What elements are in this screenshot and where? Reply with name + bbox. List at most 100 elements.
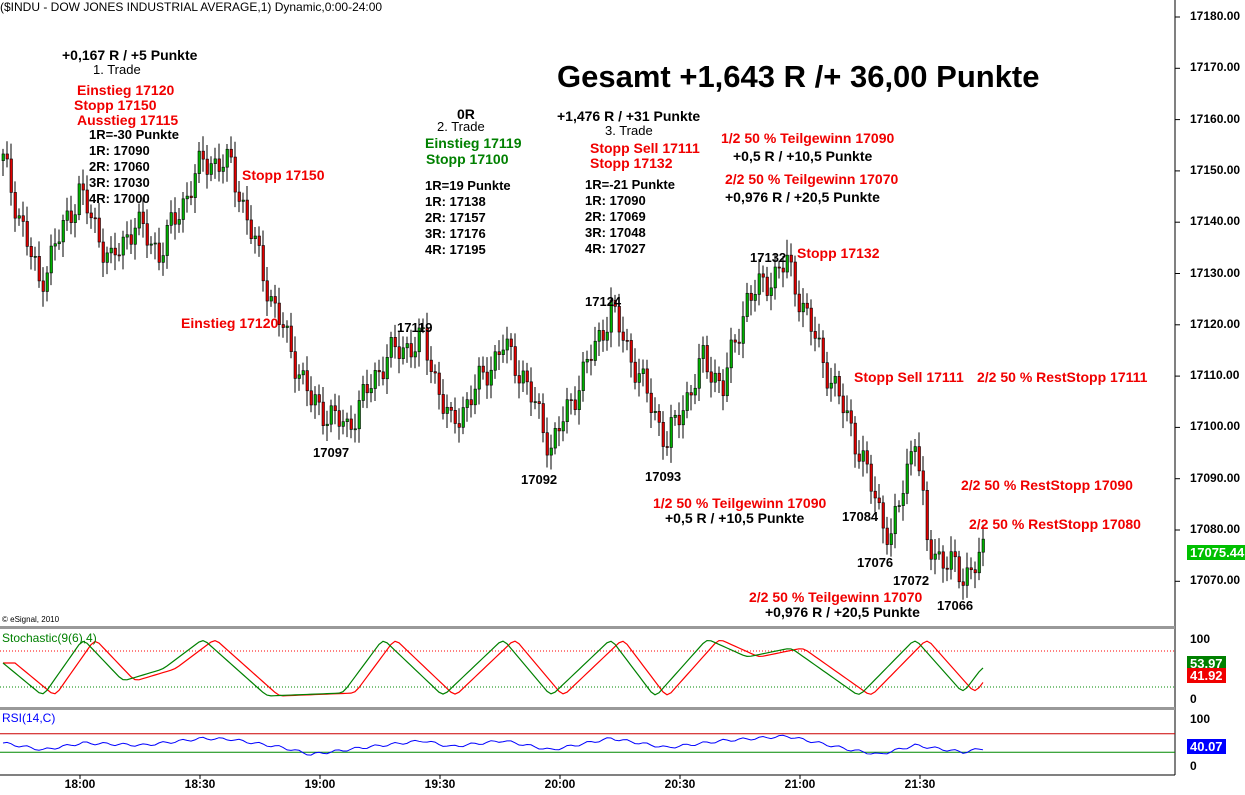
candle-up xyxy=(253,235,257,240)
stoch-d-tag: 41.92 xyxy=(1187,668,1226,683)
trade2-2r: 2R: 17157 xyxy=(425,210,486,225)
trade2-label: 2. Trade xyxy=(437,119,485,134)
trade1-stop-chart: Stopp 17150 xyxy=(242,167,325,183)
candle-down xyxy=(5,153,9,160)
candle-up xyxy=(745,292,749,317)
candle-up xyxy=(521,370,525,384)
price-tick: 17160.00 xyxy=(1190,111,1241,126)
candle-up xyxy=(981,538,985,553)
candle-up xyxy=(361,384,365,401)
trade1-2r: 2R: 17060 xyxy=(89,159,150,174)
candle-up xyxy=(73,214,77,223)
candle-down xyxy=(321,401,325,426)
candle-up xyxy=(909,451,913,465)
candle-down xyxy=(837,376,841,397)
candle-up xyxy=(473,388,477,406)
candle-down xyxy=(173,212,177,225)
candle-up xyxy=(445,406,449,414)
candle-up xyxy=(477,365,481,390)
candle-up xyxy=(269,296,273,302)
candle-down xyxy=(621,331,625,341)
candle-up xyxy=(697,358,701,389)
pivot-label: 17084 xyxy=(842,509,879,524)
candle-down xyxy=(709,371,713,383)
stoch-k-line xyxy=(2,639,984,697)
price-tick: 17170.00 xyxy=(1190,60,1241,75)
candle-up xyxy=(369,388,373,394)
price-tick: 17140.00 xyxy=(1190,214,1241,229)
candle-down xyxy=(289,325,293,352)
candle-down xyxy=(229,148,233,158)
candle-down xyxy=(601,330,605,341)
candle-down xyxy=(281,324,285,328)
candle-down xyxy=(557,428,561,432)
stoch-d-line xyxy=(3,639,984,697)
candle-down xyxy=(777,266,781,269)
candle-down xyxy=(945,567,949,570)
candle-down xyxy=(781,267,785,273)
last-price-tag: 17075.44 xyxy=(1187,545,1245,560)
candle-down xyxy=(869,463,873,492)
candle-down xyxy=(245,199,249,221)
candle-down xyxy=(917,446,921,472)
candle-up xyxy=(401,347,405,359)
candle-up xyxy=(149,243,153,246)
candle-up xyxy=(17,215,21,219)
rsi-axis-0: 0 xyxy=(1190,759,1197,773)
candle-up xyxy=(653,411,657,413)
candle-up xyxy=(913,446,917,452)
candle-up xyxy=(413,351,417,358)
trade2-3r: 3R: 17176 xyxy=(425,226,486,241)
candle-up xyxy=(153,242,157,245)
candle-down xyxy=(337,410,341,427)
candle-down xyxy=(41,280,45,292)
panel-separator xyxy=(0,707,1175,710)
candle-up xyxy=(753,294,757,301)
candle-down xyxy=(569,399,573,401)
pivot-label: 17097 xyxy=(313,445,350,460)
candle-up xyxy=(897,505,901,507)
candle-down xyxy=(101,241,105,263)
candle-down xyxy=(317,394,321,403)
time-tick: 21:30 xyxy=(904,777,936,791)
pivot-label: 17124 xyxy=(585,294,622,309)
tp1-top: 1/2 50 % Teilgewinn 17090 xyxy=(721,130,895,146)
trade3-label: 3. Trade xyxy=(605,123,653,138)
trade3-result: +1,476 R / +31 Punkte xyxy=(557,108,701,124)
candle-up xyxy=(161,255,165,263)
pivot-label: 17119 xyxy=(397,320,433,335)
candle-down xyxy=(973,569,977,574)
candle-up xyxy=(121,236,125,256)
candle-down xyxy=(873,490,877,499)
trade3-stopsell: Stopp Sell 17111 xyxy=(590,140,700,156)
candle-down xyxy=(613,300,617,307)
trade3-2r: 2R: 17069 xyxy=(585,209,646,224)
candle-down xyxy=(277,302,281,325)
candle-down xyxy=(81,183,85,191)
candle-down xyxy=(881,502,885,529)
reststop-17080: 2/2 50 % RestStopp 17080 xyxy=(969,516,1141,532)
candle-down xyxy=(113,247,117,256)
price-tick: 17090.00 xyxy=(1190,470,1241,485)
trade2-4r: 4R: 17195 xyxy=(425,242,486,257)
stoch-k-tag: 53.97 xyxy=(1187,656,1226,671)
pivot-label: 17076 xyxy=(857,555,894,570)
total-result: Gesamt +1,643 R /+ 36,00 Punkte xyxy=(557,59,1040,94)
candle-down xyxy=(749,292,753,301)
candle-down xyxy=(677,414,681,426)
candle-down xyxy=(661,421,665,447)
candle-down xyxy=(865,450,869,465)
candle-up xyxy=(313,394,317,406)
price-tick: 17080.00 xyxy=(1190,522,1241,536)
candle-up xyxy=(345,418,349,422)
candle-down xyxy=(797,293,801,313)
rsi-tag: 40.07 xyxy=(1187,739,1226,754)
candle-up xyxy=(385,357,389,380)
trade1-stop: Stopp 17150 xyxy=(74,97,157,113)
candle-down xyxy=(29,246,33,258)
candle-up xyxy=(61,220,65,243)
tp2-low-result: +0,976 R / +20,5 Punkte xyxy=(765,604,920,620)
candle-down xyxy=(885,527,889,545)
pivot-label: 17132 xyxy=(750,250,787,265)
